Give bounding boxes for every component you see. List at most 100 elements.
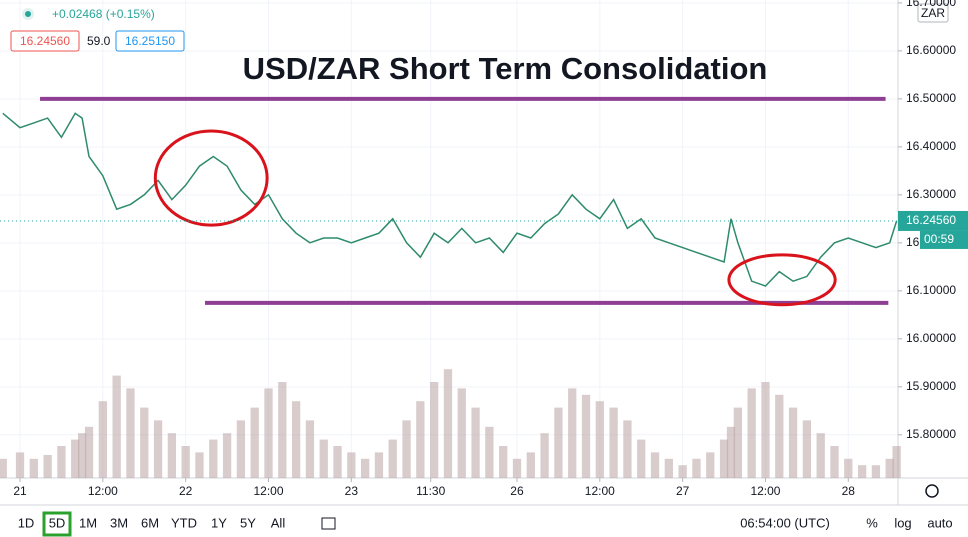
spread: 59.0 [87, 34, 111, 48]
y-tick-label: 15.90000 [906, 379, 956, 393]
volume-bar [71, 439, 80, 478]
volume-bar [775, 394, 784, 478]
volume-bar [222, 433, 232, 478]
scale-option[interactable]: log [894, 515, 911, 530]
compare-icon[interactable] [321, 517, 336, 530]
range-button[interactable]: YTD [171, 515, 197, 530]
volume-bar [360, 458, 370, 478]
volume-bar [726, 426, 736, 478]
volume-bar [250, 407, 259, 478]
volume-bar [402, 420, 411, 478]
x-tick-label: 22 [179, 484, 193, 498]
countdown: 00:59 [924, 232, 954, 246]
x-tick-label: 21 [13, 484, 27, 498]
range-button[interactable]: 6M [141, 515, 159, 530]
volume-bar [278, 382, 287, 478]
volume-bar [209, 439, 218, 478]
y-tick-label: 16.00000 [906, 331, 956, 345]
volume-bar [140, 407, 149, 478]
volume-bar [15, 452, 25, 478]
y-tick-label: 16.50000 [906, 91, 956, 105]
countdown-box [920, 230, 968, 249]
range-button[interactable]: 3M [110, 515, 128, 530]
scale-option[interactable]: % [866, 515, 878, 530]
volume-bar [844, 458, 853, 478]
ask[interactable]: 16.25150 [125, 34, 175, 48]
volume-bar [733, 407, 743, 478]
currency-box [917, 3, 949, 23]
x-tick-label: 12:00 [253, 484, 283, 498]
volume-bar [761, 382, 770, 478]
volume-bar [706, 452, 715, 478]
status-dot [25, 11, 31, 17]
volume-bar [112, 375, 121, 478]
volume-bar [512, 458, 522, 478]
volume-bar [43, 454, 52, 478]
range-button[interactable]: 5Y [240, 515, 256, 530]
volume-bar [788, 407, 798, 478]
volume-bar [499, 446, 508, 478]
x-tick-label: 23 [345, 484, 359, 498]
chart-title: USD/ZAR Short Term Consolidation [243, 51, 768, 86]
range-button[interactable]: 1M [79, 515, 97, 530]
x-tick-label: 11:30 [416, 484, 445, 498]
volume-bar [264, 388, 273, 478]
currency: ZAR [921, 6, 945, 20]
x-tick-label: 12:00 [88, 484, 118, 498]
volume-bar [291, 401, 301, 478]
price-line [2, 112, 898, 287]
volume-bar [595, 401, 604, 478]
volume-bar [319, 439, 328, 478]
volume-bar [885, 458, 894, 478]
x-tick-label: 26 [510, 484, 524, 498]
volume-bar [857, 465, 867, 478]
volume-bar [692, 458, 701, 478]
volume-bar [333, 446, 342, 478]
volume-bar [388, 439, 397, 478]
range-button[interactable]: 1D [18, 515, 35, 530]
volume-bar [623, 420, 632, 478]
volume-bar [374, 452, 384, 478]
x-tick-label: 12:00 [750, 484, 780, 498]
range-button[interactable]: All [271, 515, 286, 530]
bid-box [10, 30, 80, 52]
volume-bar [195, 452, 204, 478]
volume-bar [57, 446, 66, 478]
volume-bar [471, 407, 480, 478]
x-tick-label: 28 [842, 484, 856, 498]
y-tick-label: 16.40000 [906, 139, 956, 153]
volume-bar [526, 452, 535, 478]
volume-bar [554, 407, 563, 478]
volume-bar [830, 446, 839, 478]
volume-bar [305, 420, 315, 478]
highlight-ellipse [727, 253, 837, 307]
volume-bar [816, 433, 825, 478]
volume-bar [167, 433, 177, 478]
volume-bar [485, 426, 494, 478]
volume-bar [747, 388, 756, 478]
range-button[interactable]: 1Y [211, 515, 227, 530]
volume-bar [664, 458, 673, 478]
ask-box [115, 30, 185, 52]
y-tick-label: 16.60000 [906, 43, 956, 57]
scale-option[interactable]: auto [927, 515, 952, 530]
settings-icon[interactable] [925, 484, 939, 498]
range-button[interactable]: 5D [49, 515, 66, 530]
y-tick-label: 16.10000 [906, 283, 956, 297]
x-tick-label: 12:00 [585, 484, 615, 498]
range-active[interactable] [42, 511, 72, 537]
clock[interactable]: 06:54:00 (UTC) [740, 515, 830, 530]
volume-bar [609, 407, 618, 478]
volume-bar [126, 388, 135, 478]
volume-bar [29, 458, 38, 478]
volume-bar [650, 452, 660, 478]
highlight-ellipse [153, 129, 269, 227]
volume-bar [84, 426, 94, 478]
volume-bar [416, 401, 425, 478]
price-change: +0.02468 (+0.15%) [52, 7, 155, 21]
bid[interactable]: 16.24560 [20, 34, 70, 48]
volume-bar [568, 388, 577, 478]
volume-bar [443, 369, 453, 478]
